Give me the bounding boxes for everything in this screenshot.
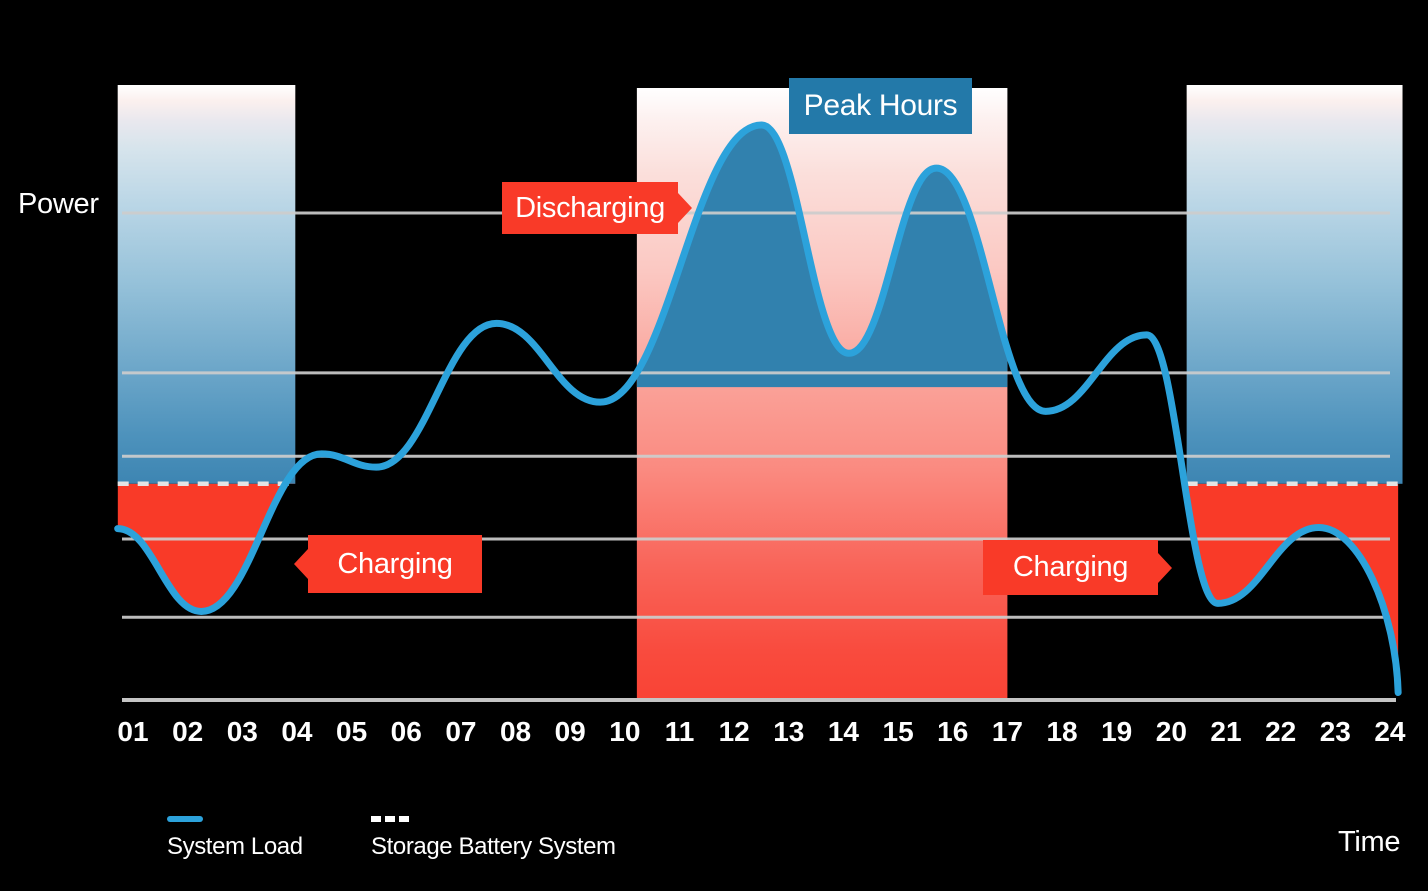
- storage-battery-label: Storage Battery System: [371, 833, 616, 860]
- x-tick-17: 17: [992, 716, 1023, 747]
- x-tick-15: 15: [883, 716, 914, 747]
- legend-item-storage-battery: Storage Battery System: [371, 816, 616, 861]
- x-tick-10: 10: [609, 716, 640, 747]
- charging-callout-left: Charging: [308, 535, 482, 593]
- y-axis-title: Power: [18, 188, 99, 220]
- x-tick-12: 12: [719, 716, 750, 747]
- x-tick-06: 06: [391, 716, 422, 747]
- x-tick-01: 01: [117, 716, 148, 747]
- x-tick-19: 19: [1101, 716, 1132, 747]
- x-tick-18: 18: [1046, 716, 1077, 747]
- x-tick-04: 04: [281, 716, 313, 747]
- charging-band: [1186, 85, 1403, 484]
- system-load-line-swatch: [167, 816, 203, 822]
- x-tick-24: 24: [1374, 716, 1406, 747]
- x-tick-20: 20: [1156, 716, 1187, 747]
- system-load-curve: [114, 121, 1402, 697]
- system-load-label: System Load: [167, 833, 303, 860]
- x-tick-21: 21: [1210, 716, 1241, 747]
- x-tick-05: 05: [336, 716, 367, 747]
- charging-right-label: Charging: [1012, 551, 1129, 583]
- x-axis-title: Time: [1338, 826, 1401, 858]
- discharging-area: [636, 125, 1008, 388]
- charging-area-left: [117, 483, 296, 612]
- x-tick-11: 11: [665, 716, 695, 747]
- x-tick-02: 02: [172, 716, 203, 747]
- x-tick-16: 16: [937, 716, 968, 747]
- peak-hours-badge: Peak Hours: [789, 78, 972, 134]
- x-tick-09: 09: [555, 716, 586, 747]
- charging-left-label: Charging: [337, 547, 453, 580]
- x-tick-08: 08: [500, 716, 531, 747]
- x-tick-14: 14: [828, 716, 860, 747]
- x-tick-13: 13: [773, 716, 804, 747]
- peak-hours-label: Peak Hours: [803, 89, 958, 122]
- legend-item-system-load: System Load: [167, 816, 303, 861]
- storage-battery-dash-swatch: [371, 816, 411, 822]
- x-tick-03: 03: [227, 716, 258, 747]
- x-tick-23: 23: [1320, 716, 1351, 747]
- discharging-label: Discharging: [515, 191, 665, 224]
- x-tick-07: 07: [445, 716, 476, 747]
- charging-callout-right: Charging: [983, 540, 1158, 595]
- charging-band: [117, 85, 296, 484]
- discharging-callout: Discharging: [502, 182, 678, 234]
- x-tick-22: 22: [1265, 716, 1296, 747]
